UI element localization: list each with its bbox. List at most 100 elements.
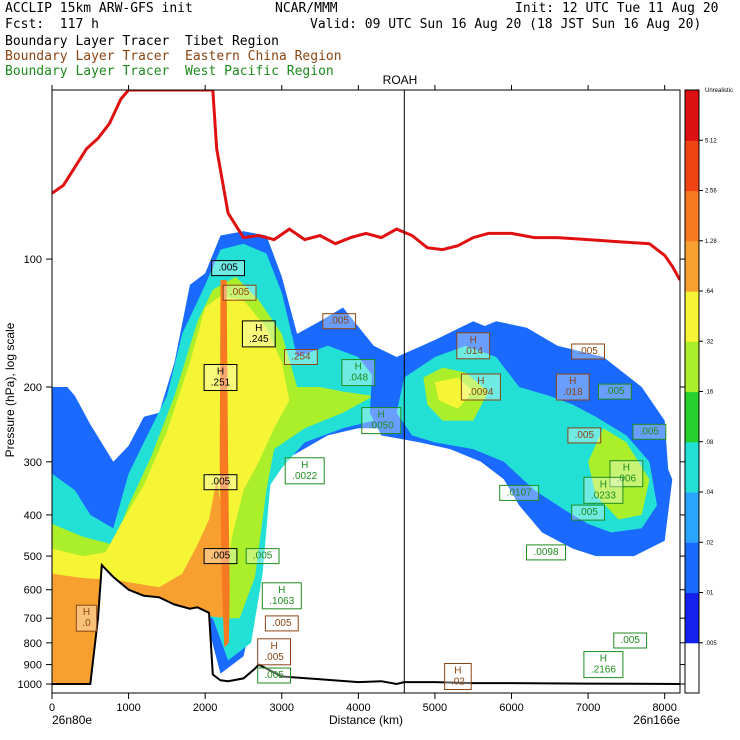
- tracer-region-9: [588, 428, 650, 520]
- contour-label-text: H: [278, 585, 285, 596]
- contour-label-box: [284, 457, 325, 485]
- contour-label-0: H.0: [75, 604, 98, 632]
- colorbar-label: 5.12: [705, 138, 717, 144]
- contour-label-text: H: [600, 479, 607, 490]
- tracer-region-5: [219, 280, 230, 648]
- contour-label-text: .005: [211, 551, 231, 562]
- contour-label-box: [567, 427, 602, 444]
- colorbar-swatch: [685, 140, 699, 192]
- y-tick-label: 700: [24, 613, 42, 625]
- contour-label-text: .254: [291, 352, 311, 363]
- contour-label-2: H.245: [241, 320, 276, 348]
- x-tick-label: 3000: [270, 702, 294, 714]
- contour-label-box: [203, 364, 238, 391]
- contour-label-text: H: [270, 641, 277, 652]
- contour-label-text: .005: [620, 635, 640, 646]
- contour-label-24: .005: [245, 548, 280, 565]
- contour-label-text: .1063: [269, 596, 294, 607]
- contour-label-text: .0: [82, 618, 91, 629]
- y-tick-label: 600: [24, 585, 42, 597]
- contour-label-box: [526, 544, 566, 561]
- contour-label-5: .005: [203, 548, 238, 565]
- contour-label-text: H: [470, 335, 477, 346]
- y-tick-label: 1000: [18, 679, 42, 691]
- contour-label-box: [257, 638, 292, 666]
- contour-label-29: H.02: [444, 663, 472, 690]
- contour-label-19: H.006: [609, 460, 644, 488]
- contour-label-27: H.005: [257, 638, 292, 666]
- contour-label-box: [75, 604, 98, 632]
- x-tick-label: 0: [49, 702, 55, 714]
- contour-label-20: H.0233: [583, 476, 624, 504]
- x-tick-label: 2000: [193, 702, 217, 714]
- contour-label-box: [555, 373, 590, 401]
- contour-label-22: .0107: [499, 484, 540, 501]
- contour-label-box: [245, 548, 280, 565]
- colorbar-swatch: [685, 90, 699, 141]
- contour-label-text: H: [454, 666, 461, 677]
- tracer-region-3: [52, 295, 290, 684]
- contour-label-text: H: [600, 654, 607, 665]
- contour-label-box: [361, 407, 402, 435]
- contour-label-12: H.014: [456, 332, 491, 360]
- contour-label-text: .0050: [369, 421, 394, 432]
- contour-label-text: .0233: [591, 490, 616, 501]
- contour-label-box: [203, 474, 238, 491]
- tracer-region-10: [434, 377, 474, 409]
- colorbar-label: 2.56: [705, 189, 717, 195]
- contour-label-text: H: [569, 376, 576, 387]
- contour-label-text: .005: [253, 551, 273, 562]
- colorbar-label: .64: [705, 289, 714, 295]
- contour-label-text: H: [355, 362, 362, 373]
- colorbar-label: .32: [705, 339, 714, 345]
- contour-label-9: .005: [322, 313, 357, 330]
- y-tick-label: 100: [24, 254, 42, 266]
- contour-label-11: H.0050: [361, 407, 402, 435]
- contour-label-14: .005: [571, 343, 606, 360]
- colorbar-label: 1.28: [705, 239, 717, 245]
- contour-label-text: H: [217, 367, 224, 378]
- x-tick-label: 8000: [652, 702, 676, 714]
- contour-label-21: .005: [571, 504, 606, 521]
- colorbar-label: .02: [705, 540, 714, 546]
- colorbar-top-label: Unrealistic: [705, 88, 733, 94]
- contour-label-1: .005: [211, 260, 245, 277]
- contour-label-text: .0107: [507, 487, 532, 498]
- contour-label-box: [257, 667, 292, 684]
- contour-label-text: H: [477, 376, 484, 387]
- x-tick-label: 5000: [423, 702, 447, 714]
- contour-label-18: .005: [632, 423, 667, 440]
- left-endpoint-label: 26n80e: [52, 713, 92, 727]
- contour-label-box: [264, 615, 299, 632]
- right-endpoint-label: 26n166e: [633, 713, 680, 727]
- colorbar-swatch: [685, 240, 699, 292]
- contour-label-text: .0022: [292, 471, 317, 482]
- colorbar-label: .08: [705, 440, 714, 446]
- contour-label-box: [456, 332, 491, 360]
- tracer-legend-west-pacific: Boundary Layer Tracer West Pacific Regio…: [5, 64, 334, 79]
- contour-label-box: [341, 359, 376, 387]
- contour-label-8: H.048: [341, 359, 376, 387]
- contour-label-text: .005: [640, 426, 660, 437]
- colorbar-swatch: [685, 642, 699, 694]
- contour-label-30: H.2166: [583, 651, 624, 679]
- tropopause-line: [52, 90, 680, 281]
- contour-label-box: [583, 476, 624, 504]
- header-line1-left: ACCLIP 15km ARW-GFS init: [5, 1, 193, 16]
- label-layer: H.0.005H.245H.251.005.005.005.254H.048.0…: [75, 260, 667, 690]
- x-tick-label: 7000: [576, 702, 600, 714]
- colorbar-swatch: [685, 190, 699, 242]
- contour-label-text: .005: [272, 618, 292, 629]
- contour-label-text: H: [301, 460, 308, 471]
- contour-label-box: [609, 460, 644, 488]
- header-line1-center: NCAR/MMM: [275, 1, 338, 16]
- contour-label-box: [284, 349, 318, 365]
- y-tick-label: 200: [24, 382, 42, 394]
- contour-label-text: H: [623, 463, 630, 474]
- contour-label-text: .251: [211, 378, 231, 389]
- contour-label-box: [444, 663, 472, 690]
- contour-label-text: H: [255, 323, 262, 334]
- contour-label-10: H.0022: [284, 457, 325, 485]
- contour-label-text: .005: [605, 386, 625, 397]
